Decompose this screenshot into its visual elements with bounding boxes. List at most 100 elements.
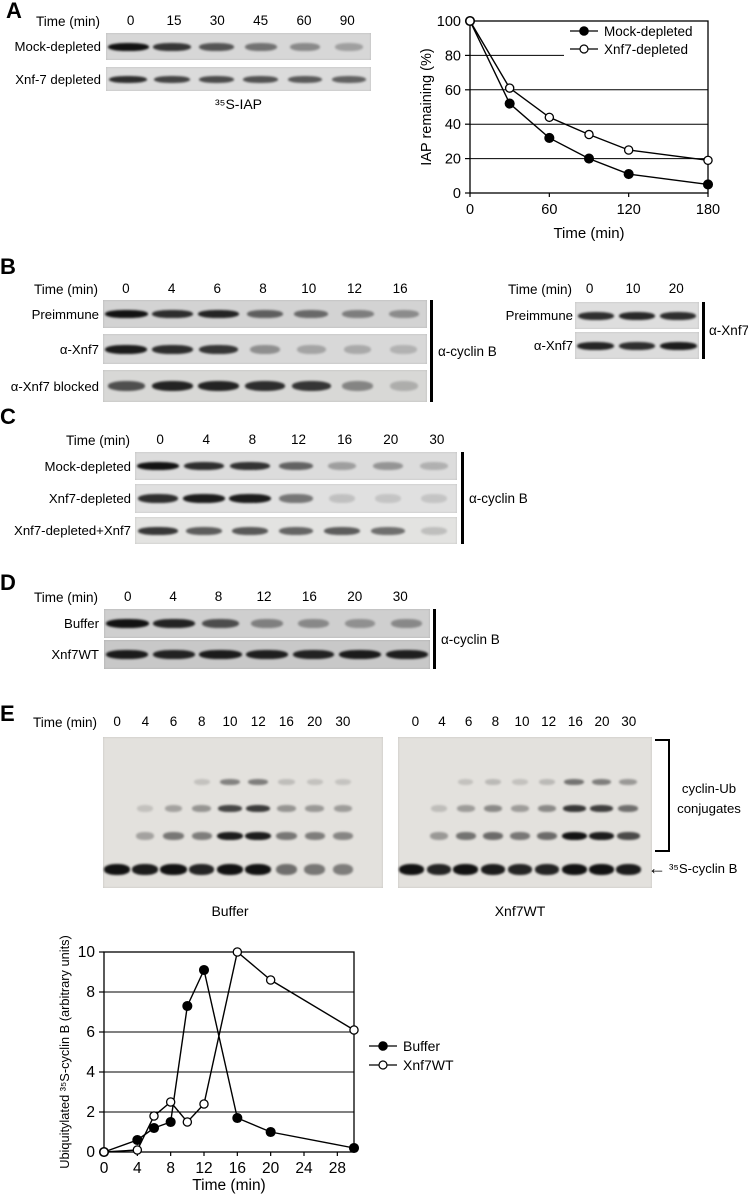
protein-band [617,832,640,841]
protein-band [375,494,401,503]
protein-band [193,779,210,786]
gel-lane [506,832,533,841]
protein-band [390,344,418,354]
panel-e-right-lane-headers: 0 4 6 8 10 12 16 20 30 [402,714,642,730]
lane-header: 10 [514,714,530,729]
protein-band [507,863,533,875]
lane-header: 16 [337,432,353,447]
svg-text:80: 80 [445,48,461,64]
protein-band [482,832,504,841]
gel-lane [244,640,291,669]
blot-row-label: α-Xnf7 [533,338,573,353]
gel-strip [575,302,699,329]
svg-text:12: 12 [195,1160,212,1177]
lane-header: 4 [169,589,177,604]
panel-b-left-lane-headers: 0 4 6 8 10 12 16 [103,281,423,297]
svg-text:Time (min): Time (min) [553,225,624,242]
gel-lane [135,484,181,513]
lane-header: 20 [347,589,363,604]
panel-a-lane-headers: 0 15 30 45 60 90 [109,13,369,29]
protein-band [343,344,372,354]
gel-lane [239,33,283,60]
lane-header: 30 [621,714,637,729]
gel-lane [534,804,561,812]
protein-band [216,863,244,875]
gel-lane [561,863,588,875]
protein-band [136,462,180,470]
protein-band [588,863,614,875]
protein-band [429,832,448,841]
gel-lane [151,640,198,669]
protein-band [398,863,425,875]
gel-strip [104,640,430,669]
lane-header: 0 [411,714,420,729]
svg-text:24: 24 [295,1160,313,1177]
gel-lane [615,832,642,841]
svg-text:60: 60 [541,202,557,218]
gel-lane-row [135,484,457,513]
protein-band [107,381,145,391]
gel-band-row [398,863,642,875]
gel-lane [272,863,300,875]
panel-d-time-header: Time (min) [34,590,98,605]
gel-lane [131,832,159,841]
gel-lane-row [106,67,371,91]
protein-band [660,311,697,320]
svg-text:8: 8 [166,1160,175,1177]
lane-header: 0 [585,281,594,296]
panel-e-label: E [0,701,15,726]
protein-band [591,779,611,786]
protein-band [249,344,281,354]
panel-c-side-label: α-cyclin B [469,490,528,506]
svg-text:16: 16 [229,1160,246,1177]
protein-band [198,75,235,83]
protein-band [616,863,641,875]
blot-row-label: Xnf7WT [51,647,99,662]
gel-lane [104,609,151,638]
gel-lane [227,517,273,544]
gel-lane [398,779,425,785]
gel-lane [319,484,365,513]
protein-band [217,832,243,841]
lane-header: 4 [167,281,176,296]
gel-lane [479,804,506,812]
lane-header: 20 [594,714,610,729]
gel-lane [103,370,149,402]
gel-lane [588,779,615,786]
gel-lane [588,863,615,875]
lane-header: 30 [392,589,408,604]
panel-d-label: D [0,570,16,595]
gel-lane [159,832,187,841]
protein-band [333,804,353,812]
svg-text:0: 0 [100,1160,109,1177]
gel-lane [575,332,616,359]
gel-lane [149,370,195,402]
protein-band [341,381,374,391]
gel-lane [151,609,198,638]
protein-band [618,311,656,320]
panel-e-left-lane-headers: 0 4 6 8 10 12 16 20 30 [103,714,357,730]
gel-lane [159,804,187,812]
protein-band [294,310,329,318]
protein-band [186,526,222,535]
gel-lane [329,779,357,786]
gel-lane [334,334,380,364]
protein-band [341,310,374,318]
gel-lane [411,517,457,544]
gel-lane [150,33,194,60]
lane-header: 16 [567,714,583,729]
gel-lane [194,67,238,91]
gel-lane [425,779,452,785]
gel-lane [196,334,242,364]
protein-band [456,804,475,812]
protein-band [510,832,530,841]
protein-band [244,381,286,391]
lane-header: 20 [383,432,399,447]
gel-lane [106,33,150,60]
protein-band [278,779,295,786]
protein-band [561,863,587,875]
autoradiograph-gel-buffer [103,737,383,888]
gel-lane [452,779,479,786]
svg-text:40: 40 [445,117,461,133]
